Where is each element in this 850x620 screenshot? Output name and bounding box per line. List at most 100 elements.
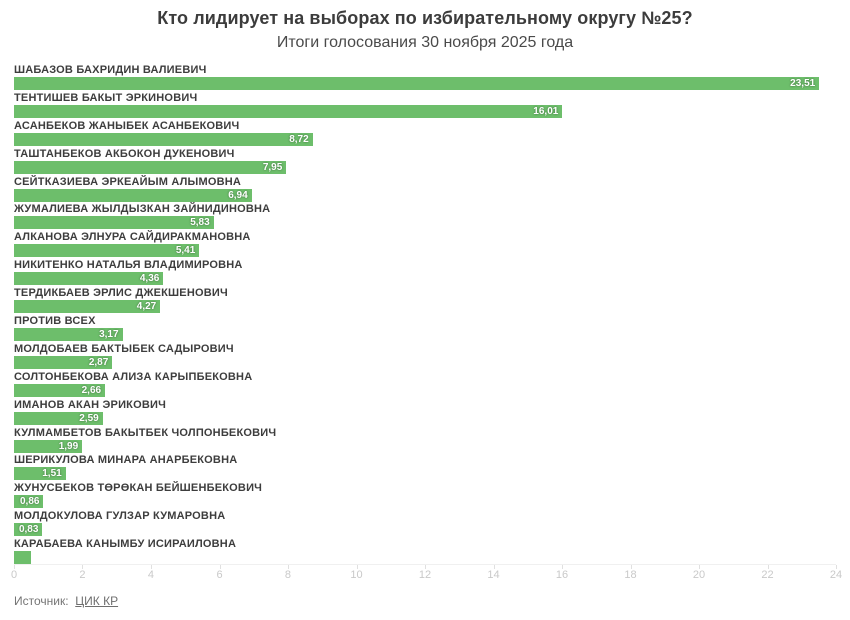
- axis-tick-mark: [836, 565, 837, 569]
- bar-track: 6,94: [14, 188, 836, 202]
- bar-row: ТЕРДИКБАЕВ ЭРЛИС ДЖЕКШЕНОВИЧ 4,27: [14, 285, 836, 314]
- axis-tick-mark: [767, 565, 769, 569]
- bar-value-label: 23,51: [790, 78, 816, 89]
- bar-row: ШЕРИКУЛОВА МИНАРА АНАРБЕКОВНА 1,51: [14, 452, 836, 481]
- bar-row: АЛКАНОВА ЭЛНУРА САЙДИРАКМАНОВНА 5,41: [14, 229, 836, 258]
- bar-value-label: 0,86: [19, 496, 40, 508]
- candidate-name-label: ШЕРИКУЛОВА МИНАРА АНАРБЕКОВНА: [14, 454, 238, 467]
- bar-track: 16,01: [14, 104, 836, 118]
- candidate-name-label: НИКИТЕНКО НАТАЛЬЯ ВЛАДИМИРОВНА: [14, 259, 243, 272]
- bar-row: МОЛДОКУЛОВА ГУЛЗАР КУМАРОВНА 0,83: [14, 508, 836, 537]
- chart-title: Кто лидирует на выборах по избирательном…: [157, 8, 693, 28]
- bar: 5,83: [14, 216, 214, 230]
- bar-track: 4,36: [14, 272, 836, 286]
- candidate-name-label: ЖУНУСБЕКОВ ТӨРӨКАН БЕЙШЕНБЕКОВИЧ: [14, 482, 263, 495]
- bar-track: 2,66: [14, 383, 836, 397]
- candidate-name-label: СОЛТОНБЕКОВА АЛИЗА КАРЫПБЕКОВНА: [14, 370, 253, 383]
- bar-value-label: 2,59: [79, 412, 99, 424]
- bar-value-label: 4,36: [139, 273, 160, 285]
- axis-tick-mark: [356, 565, 358, 569]
- bar-value-label: 3,17: [99, 329, 119, 341]
- bar-row: НИКИТЕНКО НАТАЛЬЯ ВЛАДИМИРОВНА 4,36: [14, 257, 836, 286]
- axis-tick-mark: [14, 565, 15, 569]
- footer: Источник: ЦИК КР: [14, 594, 118, 608]
- bar: 4,27: [14, 300, 161, 314]
- bar-track: 0,86: [14, 495, 836, 509]
- bar: 0,86: [14, 495, 44, 509]
- axis-tick-mark: [425, 565, 426, 569]
- x-axis: 0 2 4 6 8 10 12 14 16 18 20 22 24: [10, 564, 842, 583]
- bar: 2,87: [14, 355, 113, 369]
- bar-row: ТЕНТИШЕВ БАКЫТ ЭРКИНОВИЧ 16,01: [14, 90, 836, 118]
- bar-track: 2,87: [14, 355, 836, 369]
- bar: 7,95: [14, 160, 287, 174]
- bar-row: ЖУНУСБЕКОВ ТӨРӨКАН БЕЙШЕНБЕКОВИЧ 0,86: [14, 480, 836, 509]
- bar-value-label: 2,66: [81, 384, 102, 396]
- candidate-name-label: МОЛДОКУЛОВА ГУЛЗАР КУМАРОВНА: [14, 510, 226, 523]
- bar-value-label: 16,01: [533, 105, 559, 117]
- bar-value-label: 1,99: [58, 440, 79, 452]
- axis-tick-mark: [219, 565, 221, 569]
- bar-track: 2,59: [14, 411, 836, 425]
- axis-tick-label: 16: [555, 569, 569, 581]
- axis-tick-mark: [699, 565, 700, 569]
- axis-tick-label: 6: [216, 569, 223, 581]
- axis-tick-label: 18: [624, 569, 637, 581]
- axis-tick-mark: [493, 565, 495, 569]
- candidate-name-label: АЛКАНОВА ЭЛНУРА САЙДИРАКМАНОВНА: [14, 231, 251, 244]
- bar-track: 5,83: [14, 216, 836, 230]
- axis-tick-label: 14: [487, 569, 500, 581]
- axis-tick-mark: [150, 565, 152, 569]
- bar-row: ТАШТАНБЕКОВ АКБОКОН ДУКЕНОВИЧ 7,95: [14, 146, 836, 174]
- bar: 2,59: [14, 411, 103, 425]
- bar-row: КУЛМАМБЕТОВ БАКЫТБЕК ЧОЛПОНБЕКОВИЧ 1,99: [14, 425, 836, 453]
- bar-track: 1,99: [14, 439, 836, 453]
- bar-track: 7,95: [14, 160, 836, 174]
- axis-tick-mark: [82, 565, 84, 569]
- bar-value-label: 1,51: [42, 468, 62, 480]
- bar-row: ИМАНОВ АКАН ЭРИКОВИЧ 2,59: [14, 397, 836, 425]
- bar-track: 1,51: [14, 467, 836, 481]
- bar-row: ЖУМАЛИЕВА ЖЫЛДЫЗКАН ЗАЙНИДИНОВНА 5,83: [14, 201, 836, 230]
- bar: 16,01: [14, 104, 563, 118]
- candidate-name-label: СЕЙТКАЗИЕВА ЭРКЕАЙЫМ АЛЫМОВНА: [14, 175, 242, 188]
- candidate-name-label: ПРОТИВ ВСЕХ: [14, 315, 96, 328]
- bar-chart: ШАБАЗОВ БАХРИДИН ВАЛИЕВИЧ 23,51 ТЕНТИШЕВ Б…: [14, 62, 836, 565]
- bar: 1,99: [14, 439, 83, 453]
- candidate-name-label: ТЕНТИШЕВ БАКЫТ ЭРКИНОВИЧ: [14, 91, 198, 104]
- bar: 0,83: [14, 523, 43, 537]
- bar-value-label: 8,72: [289, 133, 309, 145]
- bar: 6,94: [14, 188, 252, 202]
- candidate-name-label: ЖУМАЛИЕВА ЖЫЛДЫЗКАН ЗАЙНИДИНОВНА: [14, 203, 271, 216]
- candidate-name-label: КАРАБАЕВА КАНЫМБУ ИСИРАИЛОВНА: [14, 538, 237, 551]
- chart-header: Кто лидирует на выборах по избирательном…: [0, 8, 850, 52]
- candidate-name-label: КУЛМАМБЕТОВ БАКЫТБЕК ЧОЛПОНБЕКОВИЧ: [14, 426, 277, 439]
- bar-track: 3,17: [14, 328, 836, 342]
- candidate-name-label: ТАШТАНБЕКОВ АКБОКОН ДУКЕНОВИЧ: [14, 147, 235, 160]
- axis-tick-label: 2: [79, 569, 86, 581]
- bar-row: СОЛТОНБЕКОВА АЛИЗА КАРЫПБЕКОВНА 2,66: [14, 369, 836, 397]
- bar-track: [14, 551, 836, 565]
- bar-value-label: 0,83: [18, 524, 39, 536]
- axis-tick-label: 0: [10, 569, 18, 581]
- axis-tick-label: 24: [829, 569, 843, 581]
- bar-track: 5,41: [14, 244, 836, 258]
- bar: 1,51: [14, 467, 66, 481]
- source-link[interactable]: ЦИК КР: [75, 594, 119, 608]
- bar-row: СЕЙТКАЗИЕВА ЭРКЕАЙЫМ АЛЫМОВНА 6,94: [14, 174, 836, 202]
- bar-track: 4,27: [14, 300, 836, 314]
- bar-track: 0,83: [14, 523, 836, 537]
- bar-value-label: 2,87: [88, 356, 109, 368]
- bar: 23,51: [14, 77, 820, 90]
- axis-tick-label: 22: [761, 569, 774, 581]
- candidate-name-label: МОЛДОБАЕВ БАКТЫБЕК САДЫРОВИЧ: [14, 342, 234, 355]
- axis-tick-label: 4: [147, 569, 155, 581]
- bar: 3,17: [14, 328, 123, 342]
- bar-track: 8,72: [14, 132, 836, 146]
- axis-tick-label: 8: [284, 569, 292, 581]
- chart-subtitle: Итоги голосования 30 ноября 2025 года: [276, 34, 574, 51]
- bar-row: ПРОТИВ ВСЕХ 3,17: [14, 313, 836, 342]
- axis-tick-label: 10: [350, 569, 363, 581]
- source-label: Источник:: [14, 594, 69, 608]
